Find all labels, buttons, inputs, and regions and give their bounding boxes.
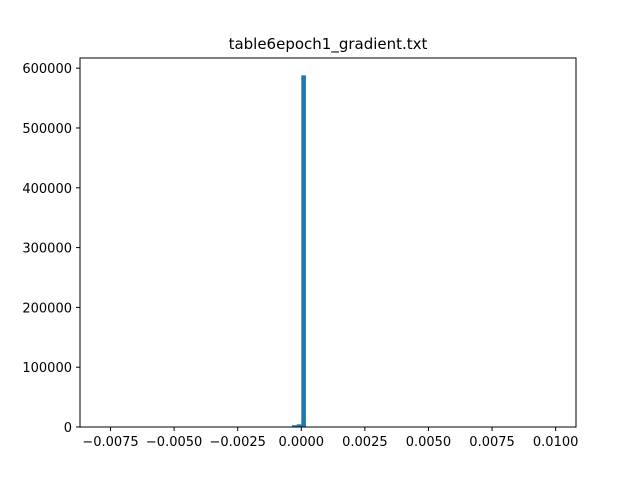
y-tick-label: 100000: [22, 361, 72, 376]
x-axis-ticks: −0.0075 −0.0050 −0.0025 0.0000 0.0025 0.0050 0…: [82, 427, 578, 450]
y-tick-label: 600000: [22, 62, 72, 77]
x-tick-label: 0.0100: [533, 435, 579, 450]
histogram-bar-1: [296, 424, 302, 427]
y-tick-label: 200000: [22, 301, 72, 316]
y-axis-ticks: 0 100000 200000 300000 400000 500000 600000: [22, 62, 80, 436]
x-tick-label: −0.0075: [82, 435, 138, 450]
x-tick-label: −0.0025: [210, 435, 266, 450]
histogram-bar-0: [292, 425, 297, 427]
histogram-bar-2: [301, 75, 306, 427]
chart-title: table6epoch1_gradient.txt: [229, 35, 428, 54]
plot-frame: [79, 57, 577, 428]
y-tick-label: 0: [64, 421, 72, 436]
x-tick-label: 0.0025: [342, 435, 388, 450]
y-tick-label: 400000: [22, 182, 72, 197]
x-tick-label: 0.0075: [469, 435, 515, 450]
bars-group: [292, 75, 306, 427]
x-tick-label: −0.0050: [146, 435, 202, 450]
x-tick-label: 0.0050: [406, 435, 452, 450]
y-tick-label: 500000: [22, 122, 72, 137]
x-tick-label: 0.0000: [279, 435, 325, 450]
y-tick-label: 300000: [22, 242, 72, 257]
